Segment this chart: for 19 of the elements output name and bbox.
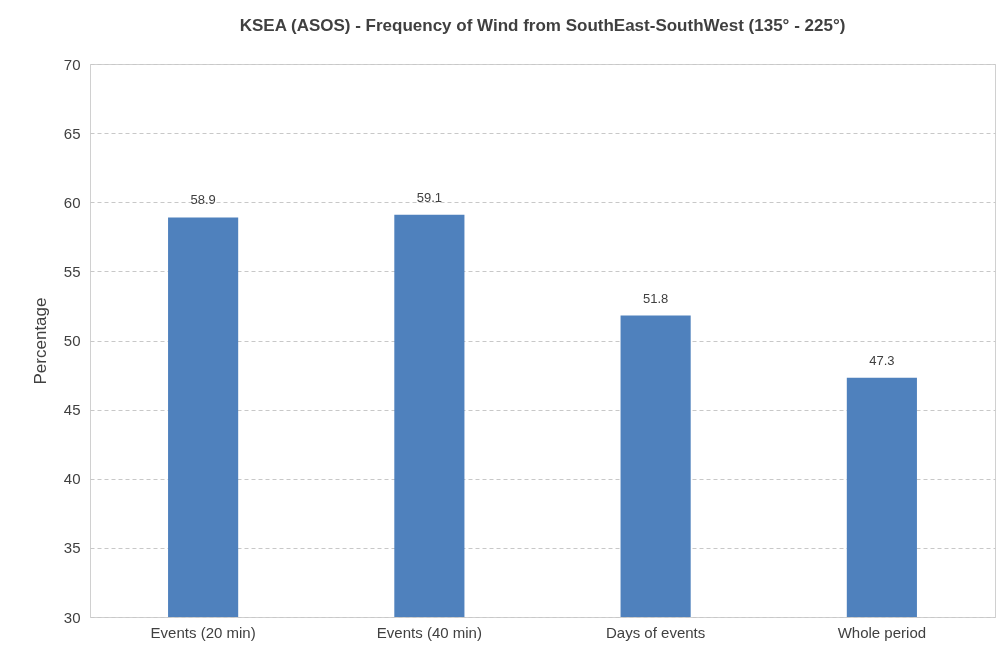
x-tick-label: Events (40 min) xyxy=(376,623,482,641)
data-label: 47.3 xyxy=(869,352,895,368)
y-axis-title: Percentage xyxy=(30,297,50,385)
data-label: 58.9 xyxy=(190,192,216,208)
x-tick-label: Days of events xyxy=(606,623,706,641)
y-tick-label: 55 xyxy=(63,262,81,280)
y-tick-label: 35 xyxy=(63,539,81,557)
y-tick-label: 60 xyxy=(63,193,81,211)
x-tick-label: Events (20 min) xyxy=(150,623,256,641)
y-tick-label: 40 xyxy=(63,470,81,488)
data-label: 59.1 xyxy=(416,189,443,205)
y-tick-label: 65 xyxy=(63,124,81,142)
chart-title: KSEA (ASOS) - Frequency of Wind from SouthEast-SouthWest (135° - 225°) xyxy=(239,16,846,35)
y-tick-label: 70 xyxy=(63,55,81,73)
y-tick-label: 50 xyxy=(63,332,81,349)
x-tick-label: Whole period xyxy=(837,623,927,641)
y-tick-label: 45 xyxy=(63,401,81,419)
data-label: 51.8 xyxy=(642,290,669,306)
y-tick-label: 30 xyxy=(63,608,81,626)
